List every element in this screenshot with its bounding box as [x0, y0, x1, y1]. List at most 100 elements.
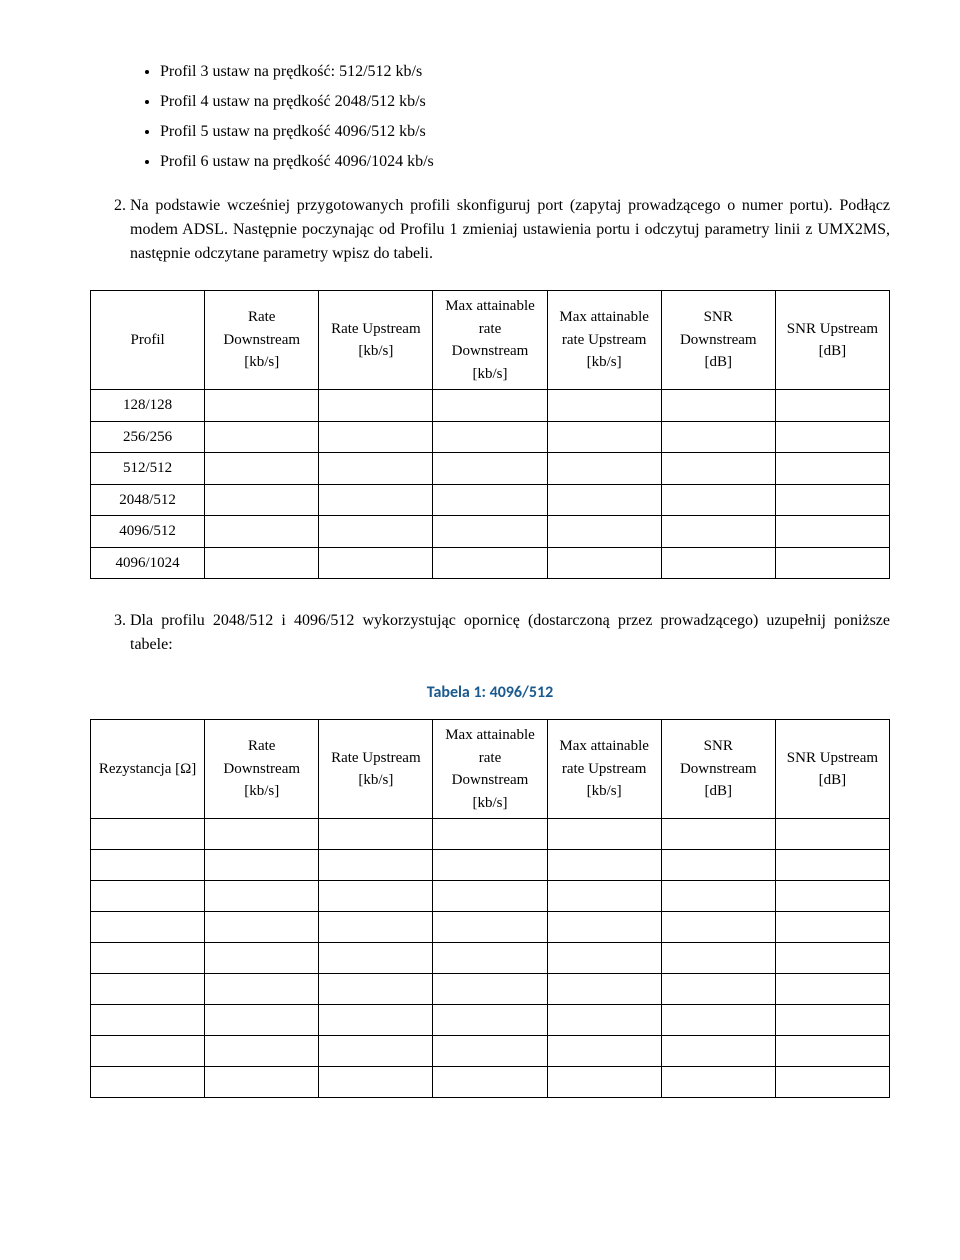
table-row: [91, 974, 890, 1005]
table-cell: [547, 1036, 661, 1067]
table-cell: [433, 912, 547, 943]
table-cell: [319, 484, 433, 516]
table-cell: [319, 974, 433, 1005]
table-cell: [661, 1067, 775, 1098]
profil-table: Profil Rate Downstream [kb/s] Rate Upstr…: [90, 290, 890, 579]
table-row: 512/512: [91, 453, 890, 485]
table-cell: [661, 547, 775, 579]
table-cell: [319, 453, 433, 485]
table-row: [91, 819, 890, 850]
table-cell: [433, 1067, 547, 1098]
table-cell: [775, 943, 889, 974]
table-cell: [433, 516, 547, 548]
row-header-cell: 128/128: [91, 390, 205, 422]
ordered-item-2: Na podstawie wcześniej przygotowanych pr…: [130, 194, 890, 266]
col-header: Profil: [91, 291, 205, 390]
row-header-cell: 512/512: [91, 453, 205, 485]
table-cell: [775, 881, 889, 912]
table-cell: [433, 1036, 547, 1067]
table-cell: [661, 453, 775, 485]
table-cell: [91, 1005, 205, 1036]
col-header: SNR Downstream [dB]: [661, 720, 775, 819]
table-cell: [433, 881, 547, 912]
table-header-row: Profil Rate Downstream [kb/s] Rate Upstr…: [91, 291, 890, 390]
row-header-cell: 4096/1024: [91, 547, 205, 579]
table-cell: [661, 484, 775, 516]
table-cell: [775, 484, 889, 516]
col-header: Rate Downstream [kb/s]: [205, 291, 319, 390]
row-header-cell: 256/256: [91, 421, 205, 453]
col-header: Max attainable rate Upstream [kb/s]: [547, 291, 661, 390]
table-cell: [205, 912, 319, 943]
table-cell: [661, 819, 775, 850]
table-row: 128/128: [91, 390, 890, 422]
table-cell: [433, 850, 547, 881]
col-header: SNR Upstream [dB]: [775, 291, 889, 390]
table-cell: [547, 453, 661, 485]
table-cell: [547, 912, 661, 943]
table-cell: [205, 390, 319, 422]
row-header-cell: 2048/512: [91, 484, 205, 516]
table-cell: [91, 912, 205, 943]
table-cell: [661, 1005, 775, 1036]
table-cell: [775, 390, 889, 422]
table-cell: [547, 881, 661, 912]
table-cell: [547, 819, 661, 850]
table-caption: Tabela 1: 4096/512: [90, 681, 890, 705]
col-header: Rezystancja [Ω]: [91, 720, 205, 819]
ordered-item-3: Dla profilu 2048/512 i 4096/512 wykorzys…: [130, 609, 890, 657]
table-row: [91, 1005, 890, 1036]
table-cell: [661, 850, 775, 881]
table-cell: [205, 974, 319, 1005]
bullet-item: Profil 6 ustaw na prędkość 4096/1024 kb/…: [160, 150, 890, 174]
table-cell: [661, 421, 775, 453]
table-cell: [91, 850, 205, 881]
table-cell: [661, 943, 775, 974]
table-cell: [319, 881, 433, 912]
rezystancja-table: Rezystancja [Ω] Rate Downstream [kb/s] R…: [90, 719, 890, 1098]
table-row: [91, 912, 890, 943]
table-cell: [205, 1036, 319, 1067]
table-cell: [91, 1036, 205, 1067]
table-cell: [547, 1067, 661, 1098]
table-cell: [547, 547, 661, 579]
table-cell: [547, 1005, 661, 1036]
table-cell: [433, 819, 547, 850]
col-header: SNR Downstream [dB]: [661, 291, 775, 390]
table-cell: [547, 974, 661, 1005]
table-cell: [775, 453, 889, 485]
col-header: Max attainable rate Downstream [kb/s]: [433, 291, 547, 390]
table-cell: [91, 1067, 205, 1098]
table-cell: [319, 1067, 433, 1098]
table-cell: [775, 974, 889, 1005]
table-row: [91, 1067, 890, 1098]
table-cell: [319, 943, 433, 974]
table-cell: [205, 850, 319, 881]
table-cell: [205, 484, 319, 516]
table-cell: [775, 547, 889, 579]
table-cell: [661, 912, 775, 943]
ordered-item-2-text: Na podstawie wcześniej przygotowanych pr…: [130, 194, 890, 266]
table-row: [91, 850, 890, 881]
table-cell: [433, 421, 547, 453]
table-cell: [319, 390, 433, 422]
table-cell: [661, 516, 775, 548]
table-cell: [91, 819, 205, 850]
col-header: Max attainable rate Downstream [kb/s]: [433, 720, 547, 819]
table-cell: [205, 547, 319, 579]
table-cell: [319, 516, 433, 548]
table-cell: [319, 850, 433, 881]
table-cell: [319, 819, 433, 850]
table-cell: [661, 390, 775, 422]
table-cell: [661, 974, 775, 1005]
table-header-row: Rezystancja [Ω] Rate Downstream [kb/s] R…: [91, 720, 890, 819]
bullet-item: Profil 5 ustaw na prędkość 4096/512 kb/s: [160, 120, 890, 144]
table-cell: [547, 484, 661, 516]
table-cell: [91, 881, 205, 912]
table-row: [91, 1036, 890, 1067]
col-header: Max attainable rate Upstream [kb/s]: [547, 720, 661, 819]
table-cell: [775, 1067, 889, 1098]
ordered-list-2: Na podstawie wcześniej przygotowanych pr…: [90, 194, 890, 266]
table-cell: [205, 881, 319, 912]
bullet-item: Profil 4 ustaw na prędkość 2048/512 kb/s: [160, 90, 890, 114]
